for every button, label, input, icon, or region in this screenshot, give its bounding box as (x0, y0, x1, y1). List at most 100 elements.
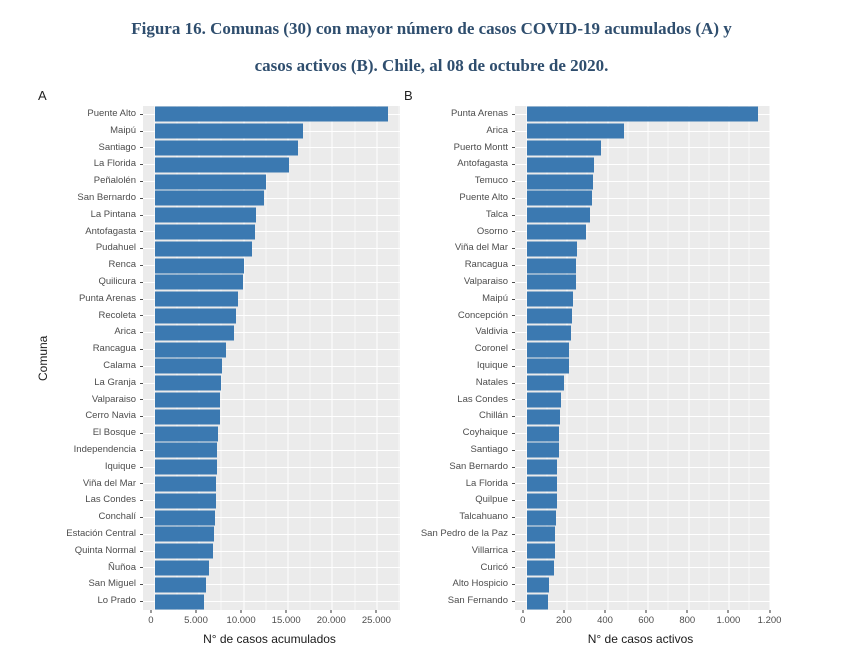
y-tick-mark (140, 113, 143, 115)
row-gridline (515, 130, 770, 132)
x-axis-title-a: N° de casos acumulados (203, 631, 336, 646)
row-gridline (515, 147, 770, 149)
y-tick-mark (140, 382, 143, 384)
y-tick-mark (512, 567, 515, 569)
category-label: Puerto Montt (453, 141, 508, 153)
x-tick-label: 5.000 (184, 614, 208, 626)
bar-row: Concepción (402, 307, 770, 325)
category-label: Temuco (474, 175, 508, 187)
y-tick-mark (512, 147, 515, 149)
row-gridline (143, 315, 400, 317)
x-tick-label: 200 (555, 614, 572, 626)
x-tick-mark (604, 609, 606, 613)
bar-row: Lo Prado (50, 593, 400, 610)
bar (526, 358, 569, 374)
bar-track (143, 206, 400, 224)
bar-track (515, 290, 770, 308)
bar-row: Antofagasta (50, 223, 400, 241)
bar-track (143, 307, 400, 325)
bar-row: Valparaiso (402, 273, 770, 291)
bar-row: Viña del Mar (402, 240, 770, 258)
category-label: Rancagua (92, 343, 136, 355)
bar-row: Maipú (50, 122, 400, 140)
bar-row: Santiago (50, 139, 400, 157)
bar (526, 459, 558, 475)
bar (526, 190, 592, 206)
bar-row: La Granja (50, 374, 400, 392)
bars-region-a: Puente Alto Maipú Santiago La Florida Peñalo… (50, 106, 400, 610)
bar-row: Maipú (402, 290, 770, 308)
x-axis-a: 0 5.000 10.000 15.000 20.000 25.000 (50, 609, 400, 630)
bar-row: Renca (50, 257, 400, 274)
bar-row: Punta Arenas (50, 290, 400, 308)
y-tick-mark (512, 231, 515, 233)
category-label: Arica (114, 326, 136, 338)
bar-row: Las Condes (402, 391, 770, 409)
bar (526, 291, 573, 307)
y-tick-mark (140, 231, 143, 233)
bar (154, 459, 217, 475)
bar-row: Chillán (402, 408, 770, 426)
bar-row: Osorno (402, 223, 770, 241)
x-tick-mark (727, 609, 729, 613)
row-gridline (143, 584, 400, 586)
category-label: Iquique (104, 460, 136, 472)
bar (526, 442, 559, 458)
bar-track (143, 509, 400, 526)
bar (154, 308, 236, 324)
y-tick-mark (140, 349, 143, 351)
bar (154, 342, 227, 358)
y-axis-title: Comuna (36, 335, 50, 381)
x-tick-mark (285, 609, 287, 613)
category-label: Estación Central (66, 527, 136, 539)
category-label: Talca (485, 208, 508, 220)
category-label: Pudahuel (95, 242, 136, 254)
x-tick-mark (240, 609, 242, 613)
category-label: Peñalolén (93, 175, 136, 187)
y-tick-mark (512, 601, 515, 602)
bar-track (143, 374, 400, 392)
y-tick-mark (512, 584, 515, 586)
y-tick-mark (140, 550, 143, 552)
row-gridline (143, 433, 400, 435)
row-gridline (143, 332, 400, 334)
x-axis-title-b: N° de casos activos (587, 631, 694, 646)
category-label: Independencia (73, 443, 136, 455)
bar (154, 594, 204, 609)
x-tick-mark (375, 609, 377, 613)
category-label: Villarrica (471, 544, 508, 556)
y-tick-mark (140, 466, 143, 468)
bar (154, 577, 206, 593)
y-tick-mark (512, 382, 515, 384)
bar-track (143, 576, 400, 594)
bar-track (515, 441, 770, 459)
bar-row: Peñalolén (50, 173, 400, 190)
y-tick-mark (140, 281, 143, 283)
bars-region-b: Punta Arenas Arica Puerto Montt Antofagasta… (402, 106, 770, 610)
category-label: Cerro Navia (85, 410, 136, 422)
x-axis-title-row-b: N° de casos activos (402, 630, 770, 646)
category-label: Antofagasta (457, 158, 508, 170)
bar-row: El Bosque (50, 425, 400, 442)
bar-row: Alto Hospicio (402, 576, 770, 594)
bar (154, 543, 214, 559)
y-tick-mark (512, 466, 515, 468)
row-gridline (515, 533, 770, 535)
category-label: Renca (108, 259, 136, 271)
category-label: Puente Alto (87, 108, 136, 119)
bar-track (143, 391, 400, 409)
category-label: Las Condes (85, 494, 136, 506)
bar-row: Arica (50, 324, 400, 342)
bar (526, 258, 577, 274)
row-gridline (143, 567, 400, 569)
row-gridline (143, 500, 400, 502)
bar (526, 426, 560, 442)
y-tick-mark (140, 399, 143, 401)
bar (154, 140, 299, 156)
category-label: Talcahuano (459, 511, 508, 523)
y-tick-mark (140, 147, 143, 149)
row-gridline (515, 449, 770, 451)
bar-track (515, 156, 770, 174)
category-label: Maipú (482, 292, 508, 304)
bar (526, 174, 594, 190)
